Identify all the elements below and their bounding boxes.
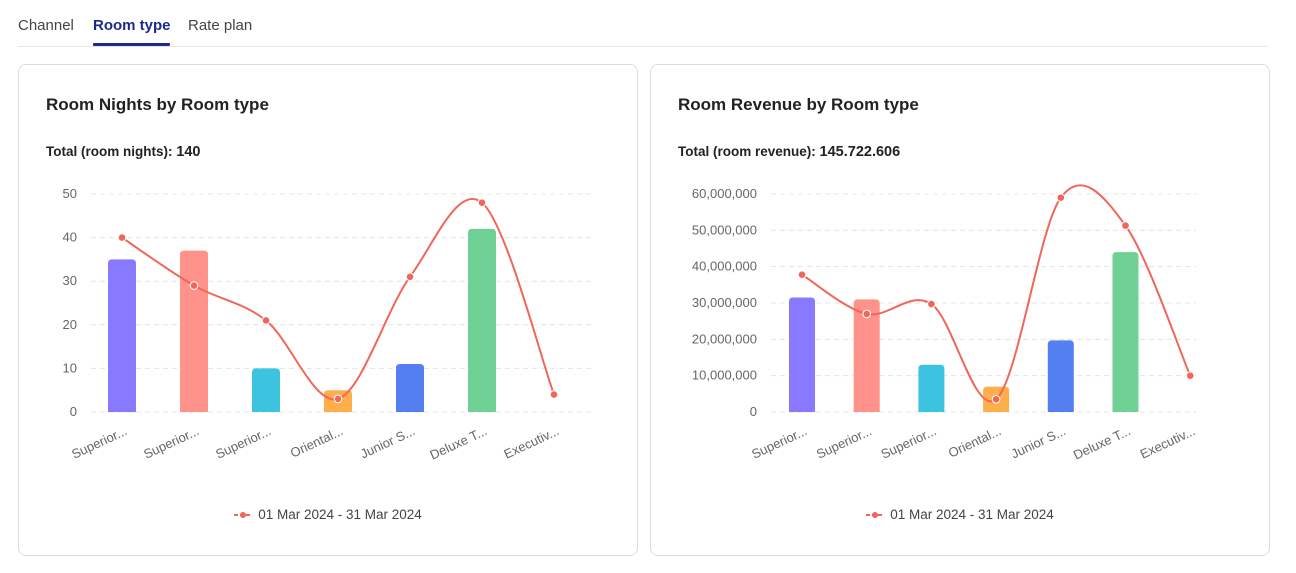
y-tick-label: 50: [63, 186, 77, 201]
total-summary: Total (room revenue): 145.722.606: [678, 144, 900, 160]
legend-label: 01 Mar 2024 - 31 Mar 2024: [890, 507, 1054, 522]
line-point[interactable]: [189, 281, 199, 290]
line-point[interactable]: [117, 233, 127, 242]
room-revenue-chart: 0 10,000,000 20,000,000 30,000,000 40,000,00…: [692, 184, 1198, 463]
y-tick-label: 40,000,000: [692, 259, 757, 274]
x-tick-label: Junior S...: [358, 423, 417, 461]
x-tick-label: Executiv...: [501, 423, 561, 462]
line-point[interactable]: [477, 198, 487, 208]
y-tick-label: 10,000,000: [692, 368, 757, 383]
y-tick-label: 30,000,000: [692, 295, 757, 310]
y-tick-label: 30: [63, 273, 77, 288]
y-tick-label: 20,000,000: [692, 331, 757, 346]
room-nights-chart: 0 10 20 30 40 50 Superior... Superior... Superio…: [63, 186, 594, 463]
chart-title: Room Nights by Room type: [46, 95, 269, 114]
line-point[interactable]: [405, 272, 415, 282]
total-label: Total (room nights):: [46, 144, 173, 159]
line-point[interactable]: [862, 309, 871, 319]
bar[interactable]: [180, 250, 208, 412]
bar[interactable]: [789, 297, 815, 412]
x-tick-label: Superior...: [213, 423, 273, 462]
line-point[interactable]: [261, 316, 271, 325]
bar[interactable]: [853, 299, 880, 412]
x-tick-label: Superior...: [749, 423, 809, 462]
x-tick-label: Oriental...: [946, 423, 1003, 460]
total-label: Total (room revenue):: [678, 144, 816, 159]
tab-rate-plan[interactable]: Rate plan: [188, 17, 253, 34]
chart-title: Room Revenue by Room type: [678, 95, 919, 114]
x-tick-label: Deluxe T...: [427, 423, 489, 462]
bar[interactable]: [396, 364, 424, 412]
y-tick-label: 10: [63, 360, 77, 375]
y-tick-label: 50,000,000: [692, 222, 757, 237]
tab-channel[interactable]: Channel: [18, 17, 74, 34]
tab-room-type[interactable]: Room type: [93, 17, 171, 34]
bar[interactable]: [1112, 252, 1139, 412]
bar[interactable]: [918, 364, 945, 412]
bar[interactable]: [1047, 340, 1074, 412]
x-tick-label: Executiv...: [1138, 423, 1198, 462]
chart-legend[interactable]: 01 Mar 2024 - 31 Mar 2024: [19, 507, 637, 522]
x-tick-label: Deluxe T...: [1071, 423, 1133, 462]
line-point[interactable]: [549, 390, 559, 399]
legend-label: 01 Mar 2024 - 31 Mar 2024: [258, 507, 422, 522]
x-tick-label: Superior...: [141, 423, 201, 462]
series-line: [121, 198, 555, 401]
bar[interactable]: [252, 368, 280, 412]
legend-line-marker-icon: [866, 512, 885, 519]
total-value: 145.722.606: [819, 144, 901, 160]
line-point[interactable]: [1121, 221, 1130, 230]
x-tick-label: Junior S...: [1009, 423, 1068, 461]
x-tick-label: Oriental...: [288, 423, 345, 460]
line-point[interactable]: [797, 270, 807, 279]
legend-line-marker-icon: [234, 512, 253, 519]
x-tick-label: Superior...: [879, 423, 939, 462]
y-tick-label: 0: [70, 404, 77, 419]
line-point[interactable]: [991, 394, 1001, 404]
room-revenue-card: Room Revenue by Room type Total (room re…: [650, 64, 1270, 556]
active-tab-indicator: [93, 43, 170, 46]
bar[interactable]: [468, 228, 496, 412]
bar[interactable]: [108, 259, 136, 412]
line-point[interactable]: [1056, 193, 1066, 202]
line-point[interactable]: [1185, 371, 1195, 380]
y-tick-label: 0: [750, 404, 757, 419]
room-nights-card: Room Nights by Room type Total (room nig…: [18, 64, 638, 556]
x-tick-label: Superior...: [69, 423, 129, 462]
y-tick-label: 20: [63, 317, 77, 332]
y-tick-label: 40: [63, 230, 77, 245]
x-tick-label: Superior...: [814, 423, 874, 462]
tab-bar: Channel Room type Rate plan: [18, 0, 1268, 47]
total-summary: Total (room nights): 140: [46, 144, 200, 160]
line-point[interactable]: [927, 299, 936, 309]
chart-legend[interactable]: 01 Mar 2024 - 31 Mar 2024: [651, 507, 1269, 522]
line-point[interactable]: [333, 394, 343, 404]
total-value: 140: [176, 144, 201, 160]
y-tick-label: 60,000,000: [692, 186, 757, 201]
